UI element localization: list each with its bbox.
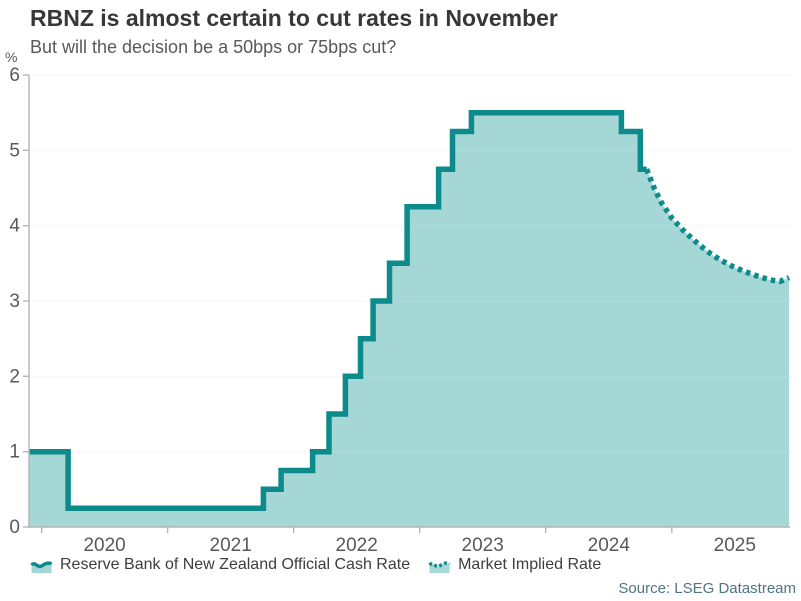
svg-text:2022: 2022: [336, 535, 378, 556]
page-title: RBNZ is almost certain to cut rates in N…: [30, 5, 558, 31]
dotted-line-legend-icon: [428, 560, 451, 573]
legend-item-market-implied-rate: Market Implied Rate: [428, 556, 601, 574]
svg-text:4: 4: [9, 216, 20, 237]
legend-item-official-cash-rate: Reserve Bank of New Zealand Official Cas…: [30, 556, 410, 574]
svg-text:2: 2: [9, 366, 20, 387]
svg-text:3: 3: [9, 291, 20, 312]
svg-text:5: 5: [9, 140, 20, 161]
chart-legend: Reserve Bank of New Zealand Official Cas…: [30, 556, 601, 574]
legend-label-market-implied-rate: Market Implied Rate: [458, 556, 602, 573]
svg-text:1: 1: [9, 442, 20, 463]
svg-text:2023: 2023: [462, 535, 504, 556]
svg-text:2024: 2024: [588, 535, 631, 556]
svg-text:6: 6: [9, 65, 20, 86]
svg-text:2025: 2025: [714, 535, 756, 556]
page-subtitle: But will the decision be a 50bps or 75bp…: [30, 37, 397, 57]
solid-area-legend-icon: [30, 560, 53, 573]
legend-label-official-cash-rate: Reserve Bank of New Zealand Official Cas…: [60, 556, 411, 573]
y-axis-unit-label: %: [5, 49, 18, 65]
svg-text:2021: 2021: [210, 535, 252, 556]
svg-text:0: 0: [9, 517, 20, 538]
svg-text:2020: 2020: [83, 535, 125, 556]
source-attribution: Source: LSEG Datastream: [618, 580, 796, 597]
